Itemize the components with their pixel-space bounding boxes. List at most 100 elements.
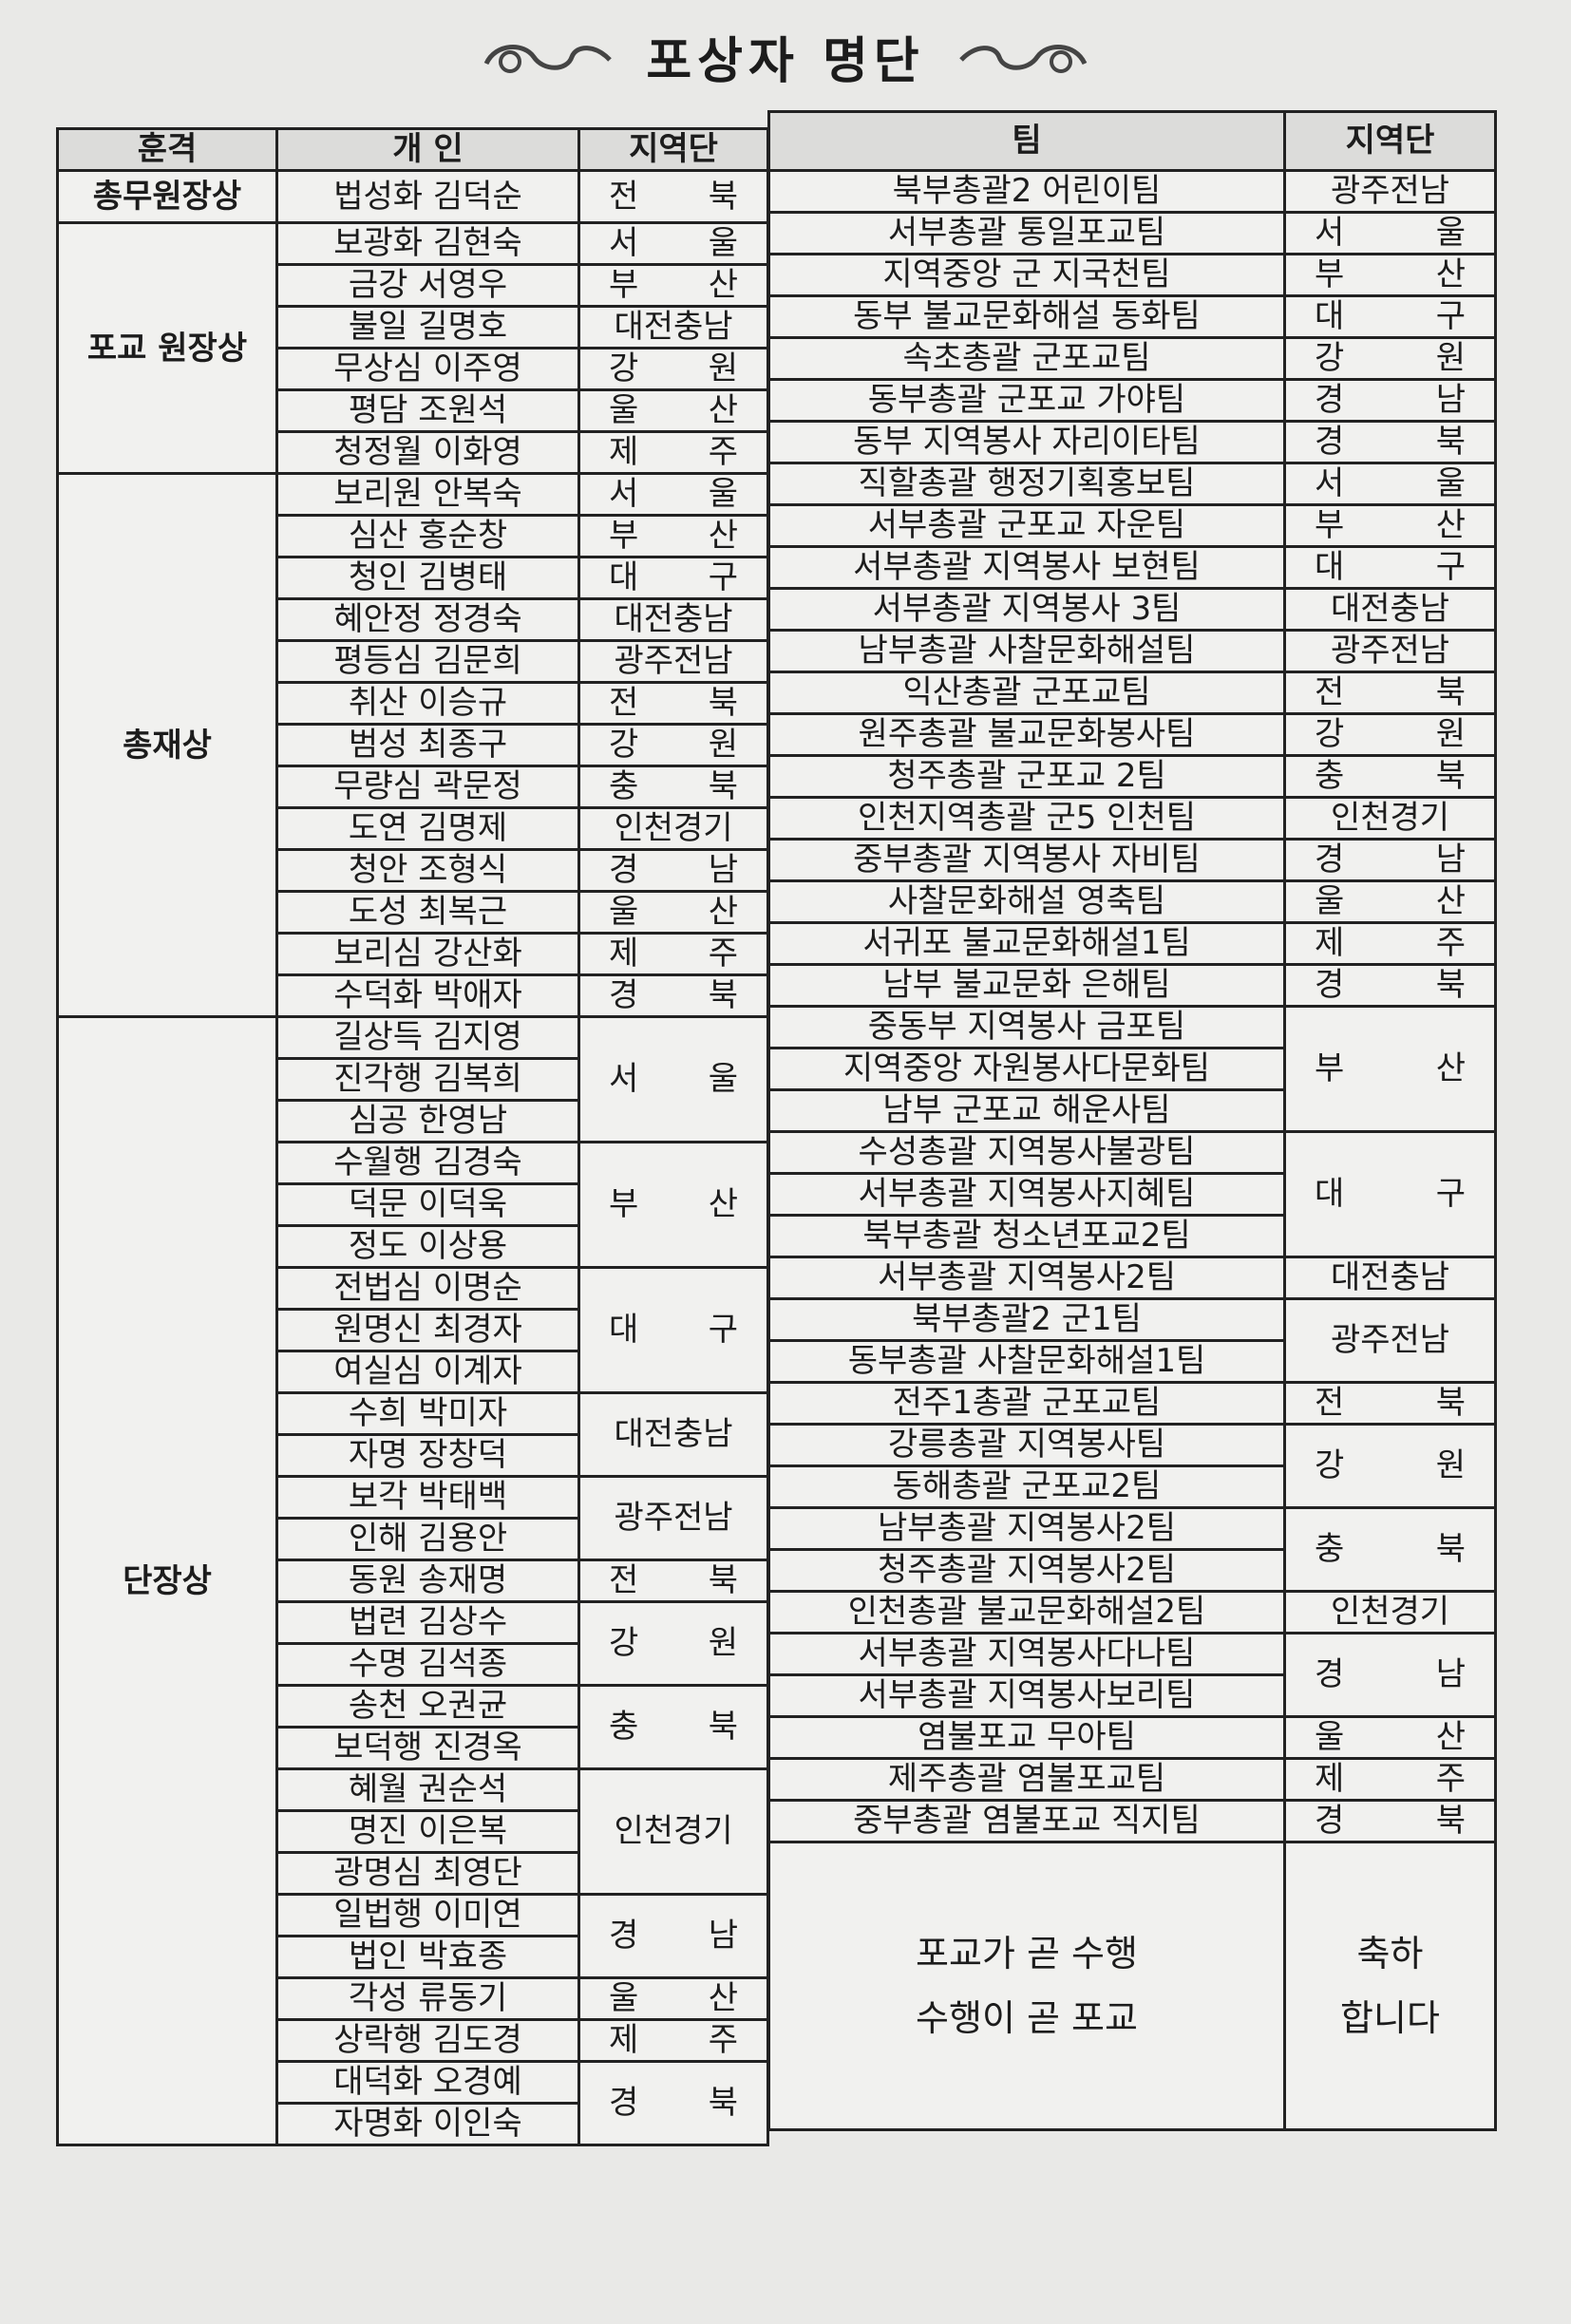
person-name: 대덕화 오경예 [275,2060,580,2105]
region-char: 충 [609,1708,639,1746]
region-char: 경 [609,851,639,889]
region-char: 북 [1435,966,1466,1004]
table-row: 서귀포 불교문화해설1팀 제 주 [767,921,1497,966]
region-char: 강 [1315,715,1345,753]
person-name: 불일 길명호 [275,305,580,350]
region-char: 부 [1315,506,1345,544]
table-row: 정도 이상용 [58,1224,768,1269]
team-name: 제주총괄 염불포교팀 [767,1757,1286,1802]
person-name: 법성화 김덕순 [275,169,580,224]
table-row: 염불포교 무아팀 울 산 [767,1715,1497,1760]
region-cell: 대전충남 [577,1391,769,1478]
region-char: 산 [708,517,738,555]
table-row: 진각행 김복희 [58,1057,768,1102]
person-name: 무량심 곽문정 [275,765,580,809]
region-char: 경 [1315,1802,1345,1840]
region-char: 경 [1315,966,1345,1004]
region-char: 경 [1315,381,1345,419]
region-char: 울 [1315,1718,1345,1756]
header-region: 지역단 [1283,110,1497,172]
table-row: 직할총괄 행정기획홍보팀 서 울 [767,462,1497,506]
region-char: 전 [609,177,639,216]
team-name: 원주총괄 불교문화봉사팀 [767,712,1286,757]
person-name: 평담 조원석 [275,388,580,433]
region-char: 경 [609,1917,639,1955]
person-name: 인해 김용안 [275,1517,580,1561]
table-row: 청주총괄 군포교 2팀 충 북 [767,754,1497,799]
region-char: 남 [708,1917,738,1955]
table-row: 심공 한영남 [58,1099,768,1143]
region-char: 남 [1435,841,1466,879]
congrats-line-2: 합니다 [1340,1997,1440,2039]
person-name: 전법심 이명순 [275,1266,580,1311]
table-row: 대덕화 오경예 경 북 [58,2060,769,2146]
table-row: 단장상 길상득 김지영 서 울 [56,1015,769,2146]
region-char: 산 [708,1979,738,2017]
region-char: 구 [708,558,738,596]
region-char: 원 [708,1624,738,1662]
table-row: 도연 김명제 인천경기 [58,806,769,851]
region-cell: 인천경기 [577,1767,769,1896]
table-row: 광명심 최영단 [58,1851,768,1896]
region-char: 북 [1435,423,1466,461]
region-char: 북 [708,976,738,1014]
table-row: 동부총괄 사찰문화해설1팀 [767,1339,1496,1384]
table-row: 지역중앙 군 지국천팀 부 산 [767,253,1497,297]
table-row: 동부 지역봉사 자리이타팀 경 북 [767,420,1497,464]
table-row: 포교 원장상 보광화 김현숙 서 울 [56,221,769,475]
region-char: 주 [708,935,738,973]
team-name: 동부 불교문화해설 동화팀 [767,294,1286,339]
table-row: 동부총괄 군포교 가야팀 경 남 [767,378,1497,423]
region-char: 구 [708,1311,738,1349]
region-char: 울 [609,1979,639,2017]
region-char: 제 [609,433,639,471]
region-char: 충 [609,767,639,805]
table-row: 혜안정 정경숙 대전충남 [58,597,769,642]
region-char: 울 [708,475,738,513]
table-row: 자명화 이인숙 [58,2102,768,2146]
table-row: 서부총괄 지역봉사다나팀 경 남 [767,1632,1497,1718]
region-char: 서 [609,224,639,262]
table-row: 금강 서영우 부 산 [58,263,769,308]
region-char: 대 [1315,1175,1345,1213]
region-char: 남 [708,851,738,889]
region-char: 경 [609,2084,639,2122]
region-char: 울 [609,893,639,931]
team-name: 남부총괄 사찰문화해설팀 [767,629,1286,673]
region-char: 구 [1435,548,1466,586]
slogan-line-2: 수행이 곧 포교 [916,1997,1138,2039]
table-row: 강릉총괄 지역봉사팀 강 원 [767,1423,1497,1509]
region-char: 대 [1315,548,1345,586]
table-row: 서부총괄 지역봉사2팀 대전충남 [767,1256,1497,1300]
